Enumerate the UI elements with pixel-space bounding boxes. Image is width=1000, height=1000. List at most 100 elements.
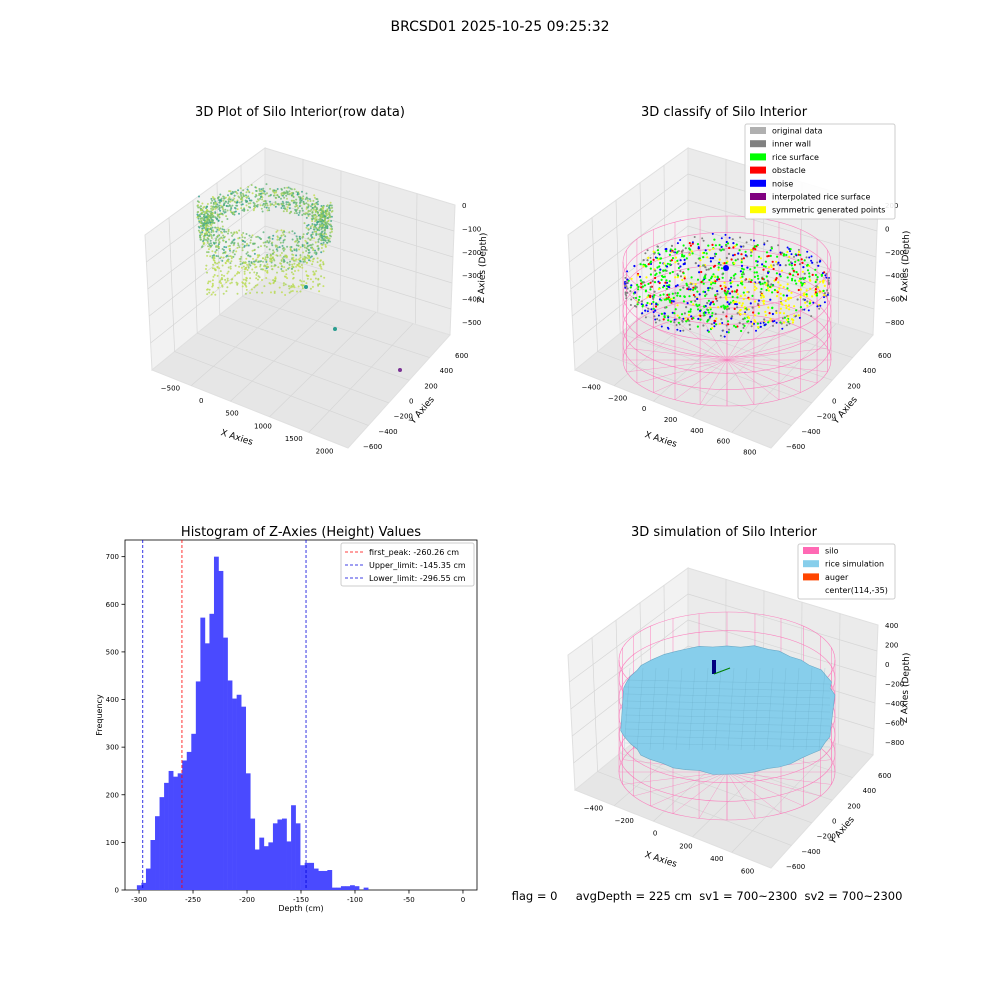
raw-point (259, 265, 262, 268)
y-tick-label: −200 (394, 413, 413, 421)
side-gridline (147, 199, 266, 290)
y-tick-label: 400 (863, 787, 876, 795)
wall-point (641, 312, 644, 315)
raw-point (235, 250, 238, 253)
raw-point (306, 277, 309, 280)
classified-point (780, 269, 784, 272)
classified-point (694, 285, 697, 288)
raw-point (208, 228, 211, 230)
x-tick-label: −400 (584, 804, 603, 812)
raw-point (281, 192, 284, 194)
z-tick-label: 0 (462, 202, 466, 210)
raw-point (322, 250, 325, 253)
raw-point (286, 206, 289, 209)
classified-point (680, 313, 684, 316)
classified-point (806, 269, 810, 272)
classified-point (681, 253, 684, 256)
classified-point (653, 281, 657, 284)
raw-point (247, 244, 250, 247)
raw-point (259, 263, 262, 266)
raw-point (276, 238, 279, 241)
wall-point (745, 241, 748, 244)
back-gridline (415, 193, 418, 324)
silo-floor-spoke (633, 771, 728, 797)
classified-point (792, 319, 795, 322)
raw-point (331, 206, 334, 209)
classified-point (804, 301, 807, 304)
raw-point (269, 204, 272, 207)
classified-point (811, 273, 814, 276)
raw-point (280, 252, 283, 254)
raw-point (223, 230, 226, 233)
classified-point (698, 271, 701, 274)
raw-point (209, 255, 212, 258)
raw-point (311, 223, 314, 225)
classified-point (696, 325, 700, 328)
classified-point (630, 284, 633, 287)
raw-point (219, 199, 222, 201)
raw-point (298, 211, 301, 214)
silo-floor-spoke (726, 771, 832, 785)
classified-point (730, 317, 733, 320)
wall-point (826, 289, 829, 292)
classified-point (704, 294, 707, 297)
raw-point (280, 259, 283, 261)
wall-point (666, 326, 669, 329)
raw-point (225, 255, 228, 258)
classified-point (762, 300, 765, 303)
raw-point (286, 186, 289, 189)
legend-swatch (750, 166, 766, 174)
classified-point (757, 312, 760, 315)
raw-point (208, 291, 211, 294)
raw-point (232, 233, 235, 236)
raw-point (302, 200, 305, 203)
raw-point (247, 266, 250, 269)
classified-point (710, 277, 713, 280)
raw-point (219, 270, 222, 273)
raw-point (259, 204, 262, 207)
raw-point (264, 200, 267, 203)
raw-point (281, 244, 284, 247)
raw-point (240, 196, 243, 199)
raw-point (255, 273, 258, 276)
rice-mesh-line (624, 721, 831, 727)
classified-point (736, 296, 739, 299)
raw-point (313, 272, 316, 275)
x-tick-label: -200 (239, 896, 255, 904)
classified-point (647, 294, 650, 297)
raw-point (198, 231, 201, 234)
raw-point (253, 286, 256, 289)
raw-point (329, 231, 332, 234)
y-tick-label: 200 (847, 382, 860, 390)
raw-point (318, 283, 321, 285)
classified-point (716, 276, 720, 279)
classified-point (747, 280, 751, 283)
rice-mesh-line (818, 667, 826, 751)
classified-point (634, 296, 638, 300)
raw-point (328, 207, 331, 210)
raw-point (209, 212, 212, 215)
raw-point (263, 244, 266, 247)
classified-point (665, 287, 669, 290)
raw-point (208, 288, 211, 291)
classified-point (753, 282, 756, 285)
classified-point (682, 255, 685, 258)
histogram-bar (313, 868, 319, 890)
classified-point (674, 261, 677, 264)
raw-point (200, 225, 203, 228)
raw-point (314, 214, 317, 217)
classified-point (750, 249, 754, 252)
raw-point (317, 200, 319, 203)
histogram-bar (363, 887, 369, 890)
classified-point (762, 268, 765, 271)
raw-point (253, 248, 256, 251)
raw-point (303, 203, 306, 206)
back-gridline (377, 182, 380, 313)
raw-point (208, 231, 210, 234)
raw-point (205, 230, 208, 233)
raw-point (226, 286, 229, 289)
raw-point (297, 258, 300, 261)
raw-point (257, 275, 260, 278)
floor-gridline (731, 743, 837, 853)
y-tick-label: 700 (106, 553, 119, 561)
